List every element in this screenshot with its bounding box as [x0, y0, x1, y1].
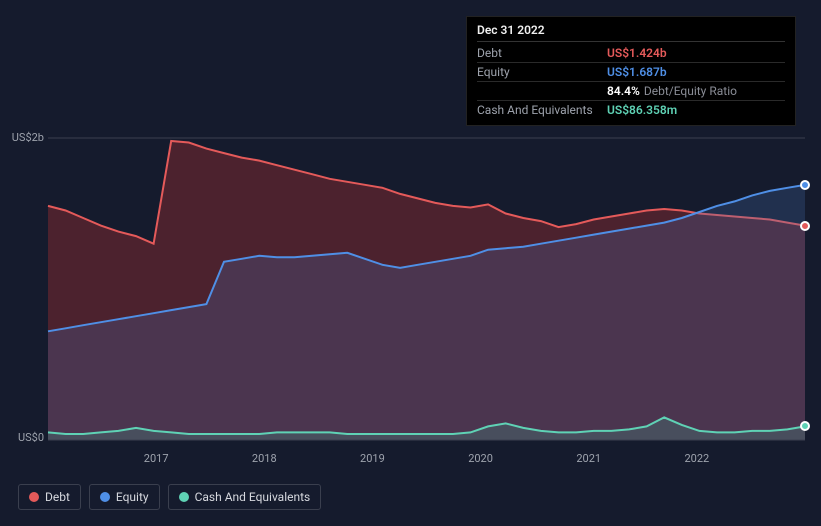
tooltip-row-value: US$1.424b	[607, 46, 667, 60]
tooltip-row-label	[477, 84, 607, 98]
tooltip-row-suffix: Debt/Equity Ratio	[644, 84, 737, 98]
chart-tooltip: Dec 31 2022 DebtUS$1.424bEquityUS$1.687b…	[466, 16, 796, 126]
legend-label: Equity	[116, 490, 149, 504]
legend-item-equity[interactable]: Equity	[89, 484, 160, 510]
legend-item-debt[interactable]: Debt	[18, 484, 81, 510]
legend-dot-icon	[179, 492, 189, 502]
tooltip-row: EquityUS$1.687b	[477, 63, 785, 82]
tooltip-row-value: 84.4%	[607, 84, 640, 98]
legend-dot-icon	[29, 492, 39, 502]
tooltip-row-value: US$1.687b	[607, 65, 667, 79]
chart-legend: Debt Equity Cash And Equivalents	[18, 484, 321, 510]
tooltip-row: DebtUS$1.424b	[477, 44, 785, 63]
legend-label: Cash And Equivalents	[195, 490, 311, 504]
tooltip-row-label: Cash And Equivalents	[477, 103, 607, 117]
cash-end-marker	[800, 421, 810, 431]
legend-item-cash-and-equivalents[interactable]: Cash And Equivalents	[168, 484, 322, 510]
tooltip-row: 84.4% Debt/Equity Ratio	[477, 82, 785, 101]
x-tick-2019: 2019	[360, 452, 385, 465]
tooltip-row-value: US$86.358m	[607, 103, 677, 117]
x-tick-2022: 2022	[684, 452, 709, 465]
legend-label: Debt	[45, 490, 70, 504]
tooltip-row: Cash And EquivalentsUS$86.358m	[477, 101, 785, 119]
x-tick-2018: 2018	[252, 452, 277, 465]
x-tick-2020: 2020	[468, 452, 493, 465]
tooltip-row-label: Debt	[477, 46, 607, 60]
tooltip-row-label: Equity	[477, 65, 607, 79]
legend-dot-icon	[100, 492, 110, 502]
x-tick-2021: 2021	[576, 452, 601, 465]
equity-end-marker	[800, 180, 810, 190]
debt-end-marker	[800, 221, 810, 231]
x-tick-2017: 2017	[144, 452, 169, 465]
tooltip-date: Dec 31 2022	[477, 23, 785, 42]
